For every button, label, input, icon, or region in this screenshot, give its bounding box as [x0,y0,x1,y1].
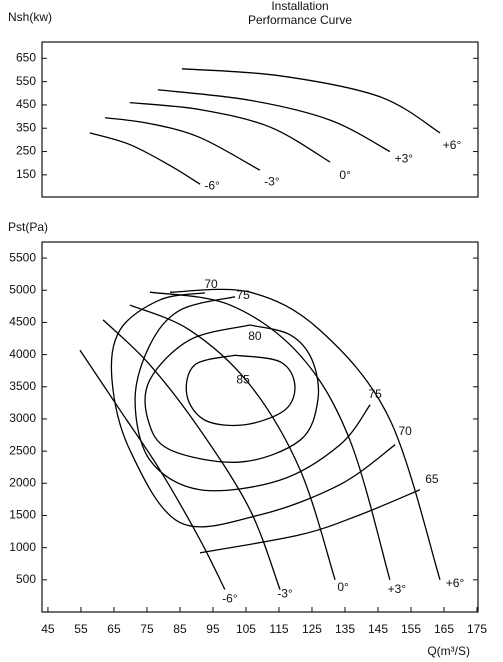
curve [79,349,226,590]
curve-label: +3° [395,152,414,166]
y-tick-label: 500 [16,572,36,586]
y-tick-label: 5500 [9,250,36,264]
x-tick-label: 145 [368,622,388,636]
curve [181,68,441,134]
x-tick-label: 115 [269,622,288,636]
y-tick-label: 250 [16,144,36,158]
y-tick-label: 1000 [9,540,36,554]
y-tick-label: 450 [16,97,36,111]
y-tick-label: 550 [16,74,36,88]
y-tick-label: 350 [16,120,36,134]
y-tick-label: 150 [16,167,36,181]
curve [170,288,441,581]
curve-label: 70 [398,424,412,438]
y-tick-label: 3500 [9,379,36,393]
plot-frame [41,241,479,613]
curve [102,319,281,590]
curve-label: 65 [425,472,439,486]
y-axis-label: Nsh(kw) [8,10,52,24]
chart-subtitle: Performance Curve [248,13,352,27]
curve-label: 0° [339,168,351,182]
x-axis-label: Q(m³/S) [427,644,470,658]
curve-label: -3° [264,174,280,188]
x-tick-label: 155 [401,622,421,636]
curve-label: -6° [222,592,238,606]
curve [157,89,391,153]
x-tick-label: 135 [335,622,355,636]
curve-label: 75 [368,387,382,401]
y-tick-label: 3000 [9,411,36,425]
curve [89,132,201,185]
curve-label: -6° [204,178,220,192]
curve [129,304,336,581]
curve-label: +3° [388,582,407,596]
x-tick-label: 65 [107,622,121,636]
curve-label: +6° [443,138,462,152]
chart-title: Installation [271,0,328,13]
y-axis-label: Pst(Pa) [8,220,48,234]
curve [134,296,371,492]
x-tick-label: 125 [302,622,322,636]
y-tick-label: 650 [16,50,36,64]
x-tick-label: 55 [74,622,88,636]
curve [104,117,261,171]
y-tick-label: 2500 [9,443,36,457]
curve [149,291,391,581]
curve-label: 70 [204,277,218,291]
curve-label: -3° [277,587,293,601]
x-tick-label: 75 [140,622,154,636]
curve-label: 75 [236,288,250,302]
x-tick-label: 175 [467,622,487,636]
curve-label: +6° [446,576,465,590]
x-tick-label: 165 [434,622,454,636]
y-tick-label: 1500 [9,508,36,522]
curve [129,101,331,163]
curve-label: 85 [236,372,250,386]
curve [144,324,320,463]
x-tick-label: 105 [236,622,256,636]
y-tick-label: 5000 [9,282,36,296]
curve-label: 80 [248,329,262,343]
y-tick-label: 4000 [9,347,36,361]
x-tick-label: 95 [206,622,220,636]
curve [199,489,421,554]
curve-label: 0° [337,580,349,594]
curve [185,354,296,427]
y-tick-label: 2000 [9,475,36,489]
plot-frame [41,41,479,198]
curve [110,292,396,528]
x-tick-label: 45 [41,622,55,636]
y-tick-label: 4500 [9,315,36,329]
x-tick-label: 85 [173,622,187,636]
